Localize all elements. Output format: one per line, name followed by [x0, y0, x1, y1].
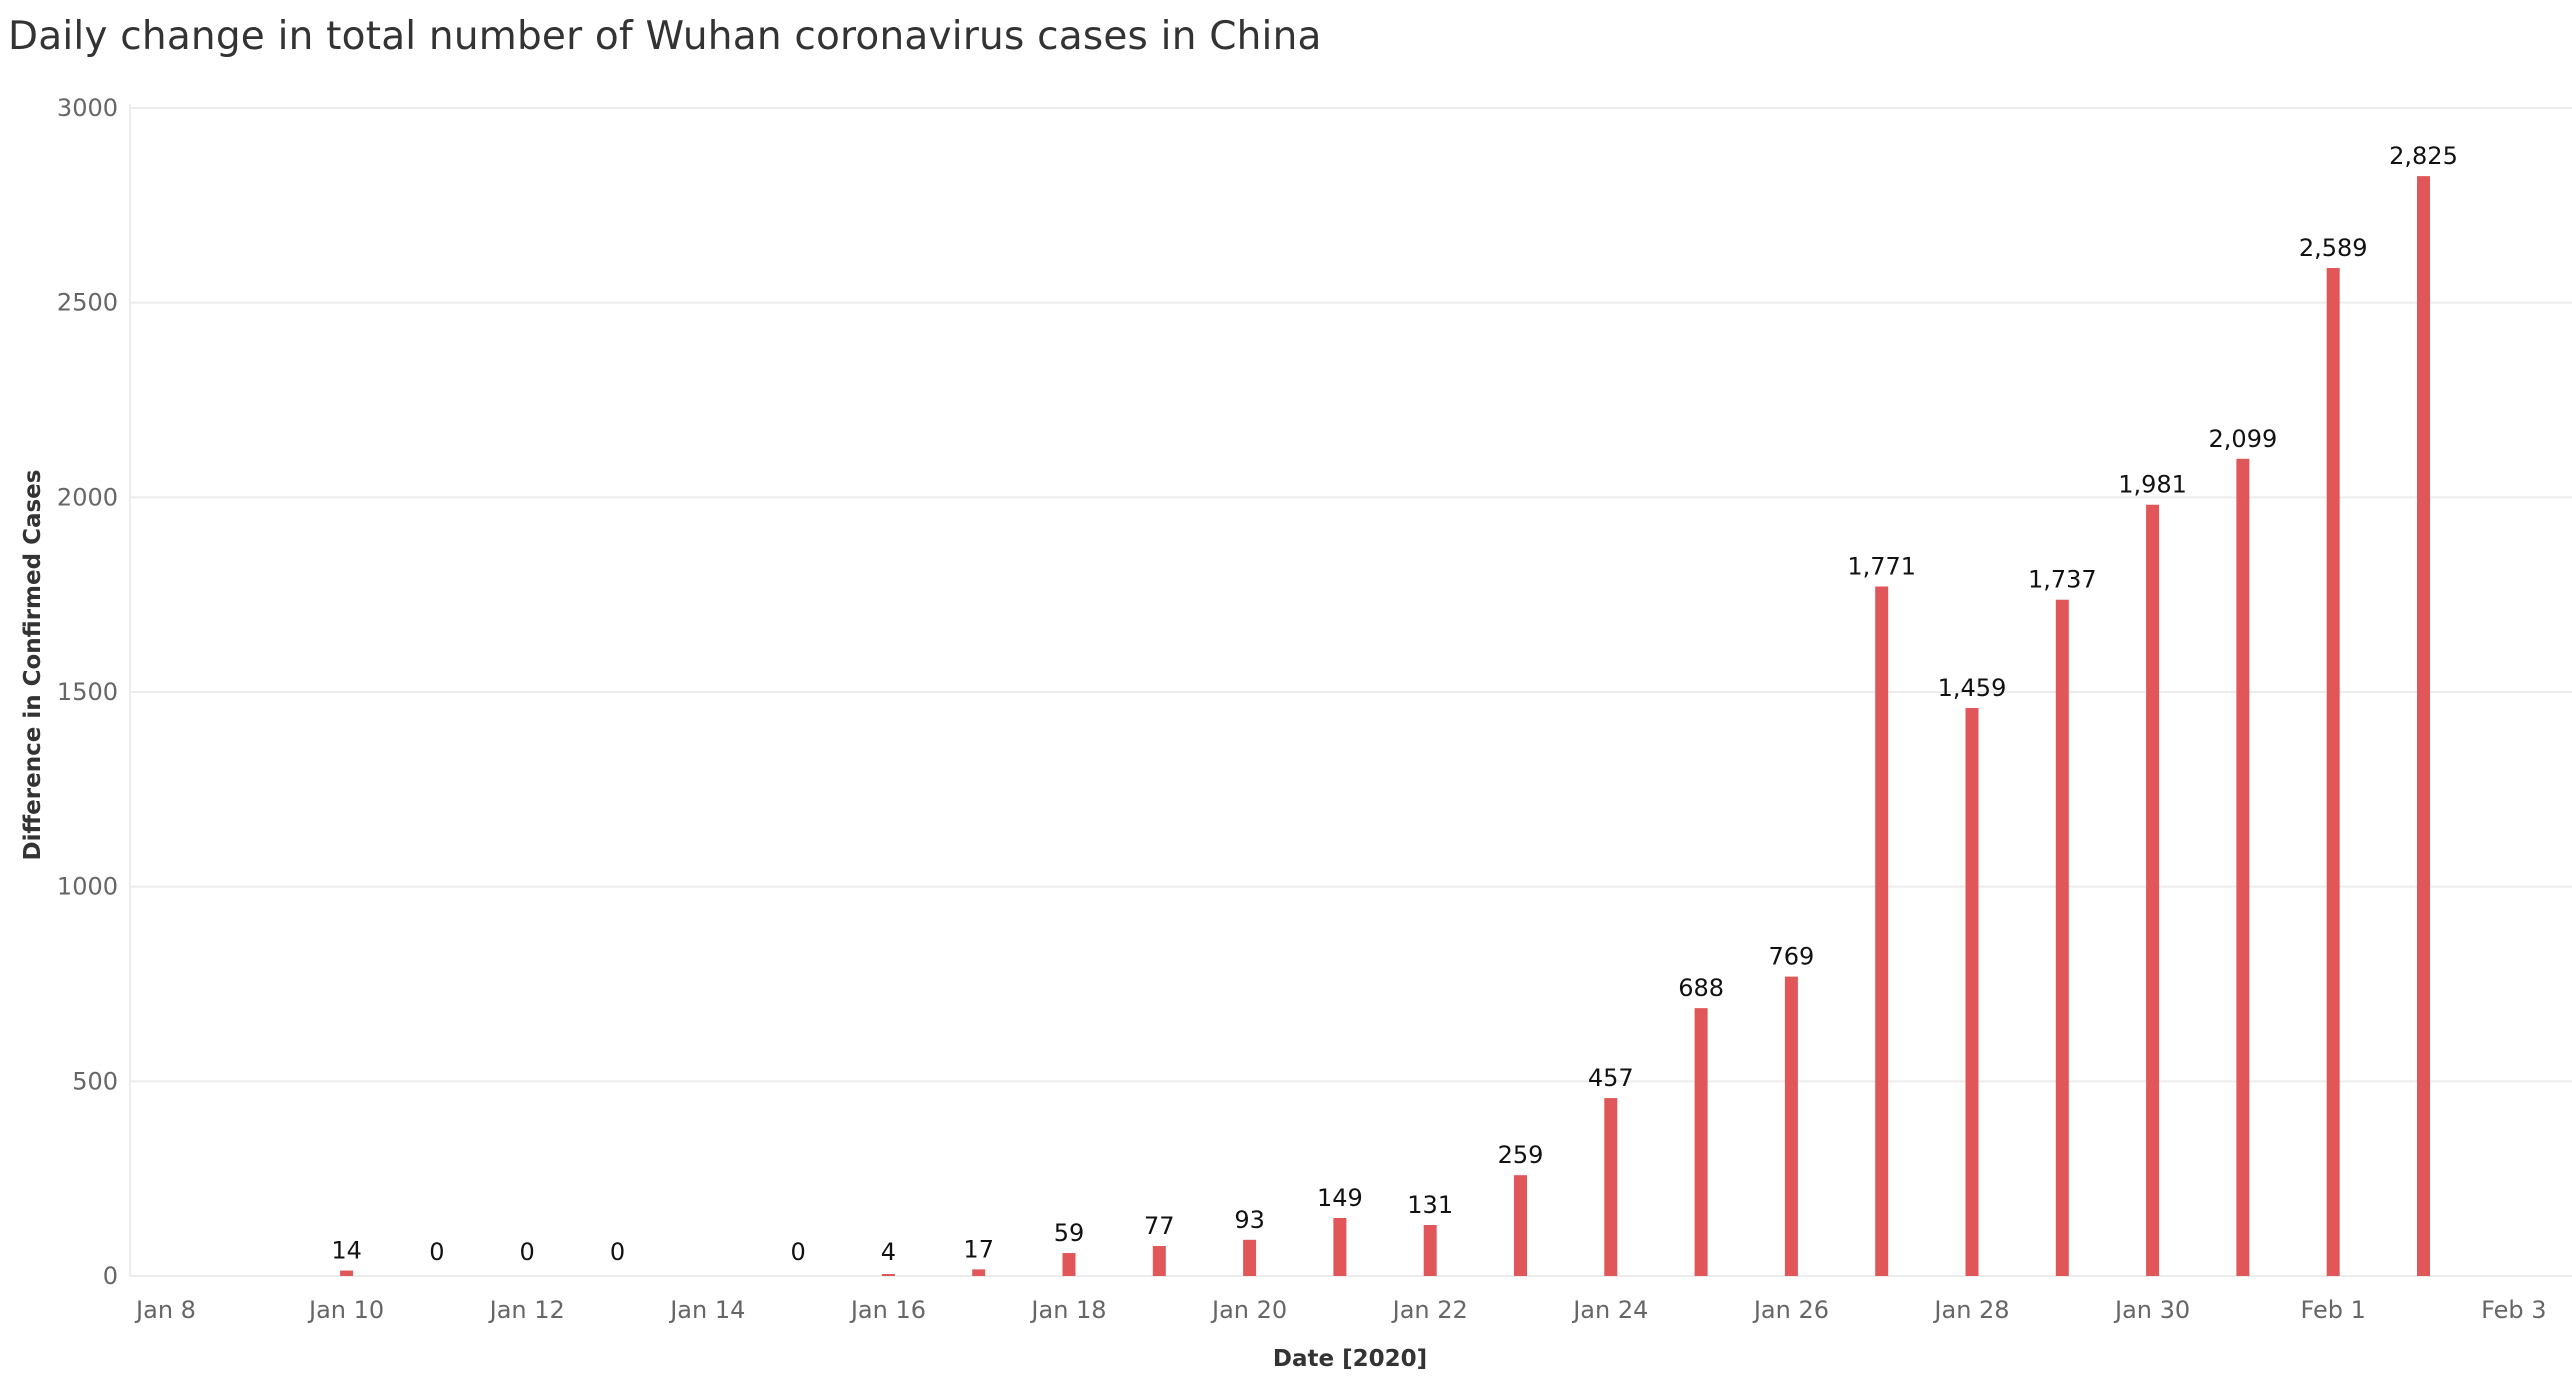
bar-2020-01-23: [1514, 1175, 1527, 1276]
data-label-2020-01-16: 4: [881, 1238, 896, 1266]
bar-2020-01-19: [1152, 1246, 1166, 1276]
bar-2020-01-28: [1965, 707, 1979, 1276]
data-label-2020-01-20: 93: [1234, 1206, 1265, 1234]
bar-2020-01-25: [1694, 1008, 1708, 1276]
y-tick-label: 0: [103, 1262, 118, 1290]
x-tick-label: Jan 16: [849, 1296, 926, 1324]
data-label-2020-01-12: 0: [520, 1238, 535, 1266]
data-label-2020-01-23: 259: [1498, 1141, 1544, 1169]
bar-2020-01-27: [1875, 586, 1889, 1276]
y-axis-ticks: 0 500 1000 1500 2000 2500 3000: [57, 94, 118, 1290]
x-tick-label: Jan 10: [307, 1296, 384, 1324]
data-label-2020-01-26: 769: [1768, 943, 1814, 971]
x-tick-label: Jan 26: [1752, 1296, 1829, 1324]
x-tick-label: Jan 12: [488, 1296, 565, 1324]
y-tick-label: 2000: [57, 483, 118, 511]
y-tick-label: 1500: [57, 678, 118, 706]
data-label-2020-01-18: 59: [1054, 1219, 1085, 1247]
x-tick-label: Jan 18: [1029, 1296, 1106, 1324]
data-label-2020-02-01: 2,589: [2299, 234, 2368, 262]
bar-2020-02-01: [2326, 268, 2340, 1276]
data-label-2020-01-10: 14: [331, 1237, 362, 1265]
x-tick-label: Jan 20: [1210, 1296, 1287, 1324]
bar-2020-01-16: [881, 1274, 895, 1276]
x-tick-label: Feb 1: [2301, 1296, 2366, 1324]
data-label-2020-01-22: 131: [1407, 1191, 1453, 1219]
y-axis-title: Difference in Confirmed Cases: [20, 470, 46, 861]
chart-title: Daily change in total number of Wuhan co…: [8, 14, 1322, 59]
data-label-2020-01-21: 149: [1317, 1184, 1363, 1212]
bar-2020-01-22: [1423, 1224, 1437, 1276]
x-axis-ticks: Jan 8 Jan 10 Jan 12 Jan 14 Jan 16 Jan 18 Jan 2…: [134, 1296, 2546, 1324]
data-label-2020-01-25: 688: [1678, 974, 1724, 1002]
bar-2020-01-30: [2146, 504, 2160, 1276]
x-tick-label: Jan 14: [668, 1296, 745, 1324]
bar-2020-01-20: [1243, 1239, 1257, 1276]
x-tick-label: Jan 8: [134, 1296, 196, 1324]
data-label-2020-01-27: 1,771: [1847, 552, 1916, 580]
data-label-2020-01-31: 2,099: [2209, 425, 2278, 453]
x-tick-label: Jan 30: [2113, 1296, 2190, 1324]
y-tick-label: 500: [72, 1067, 118, 1095]
data-label-2020-01-11: 0: [429, 1238, 444, 1266]
x-axis-title: Date [2020]: [1273, 1346, 1427, 1372]
data-labels: 14 0 0 0 0 4 17 59 77 93 149 131 259 457 688 769 1,771 1,…: [331, 142, 2458, 1266]
data-label-2020-01-19: 77: [1144, 1212, 1175, 1240]
bar-2020-01-21: [1333, 1217, 1347, 1276]
x-tick-label: Feb 3: [2481, 1296, 2546, 1324]
data-label-2020-01-15: 0: [790, 1238, 805, 1266]
y-tick-label: 2500: [57, 289, 118, 317]
bar-2020-01-24: [1604, 1098, 1618, 1276]
bars: [340, 176, 2430, 1277]
y-tick-label: 1000: [57, 873, 118, 901]
bar-2020-01-10: [340, 1270, 354, 1276]
data-label-2020-01-13: 0: [610, 1238, 625, 1266]
gridlines: [129, 104, 2572, 1277]
data-label-2020-01-29: 1,737: [2028, 566, 2097, 594]
x-tick-label: Jan 24: [1571, 1296, 1648, 1324]
bar-2020-01-31: [2236, 458, 2250, 1277]
bar-2020-01-17: [972, 1269, 986, 1276]
data-label-2020-02-02: 2,825: [2389, 142, 2458, 170]
data-label-2020-01-24: 457: [1588, 1064, 1634, 1092]
bar-2020-01-29: [2055, 599, 2069, 1276]
y-tick-label: 3000: [57, 94, 118, 122]
bar-2020-01-26: [1784, 976, 1798, 1276]
x-tick-label: Jan 28: [1932, 1296, 2009, 1324]
bar-2020-02-02: [2417, 176, 2430, 1277]
data-label-2020-01-28: 1,459: [1938, 674, 2007, 702]
data-label-2020-01-17: 17: [963, 1235, 994, 1263]
bar-2020-01-18: [1062, 1253, 1076, 1276]
x-tick-label: Jan 22: [1391, 1296, 1468, 1324]
data-label-2020-01-30: 1,981: [2118, 471, 2187, 499]
